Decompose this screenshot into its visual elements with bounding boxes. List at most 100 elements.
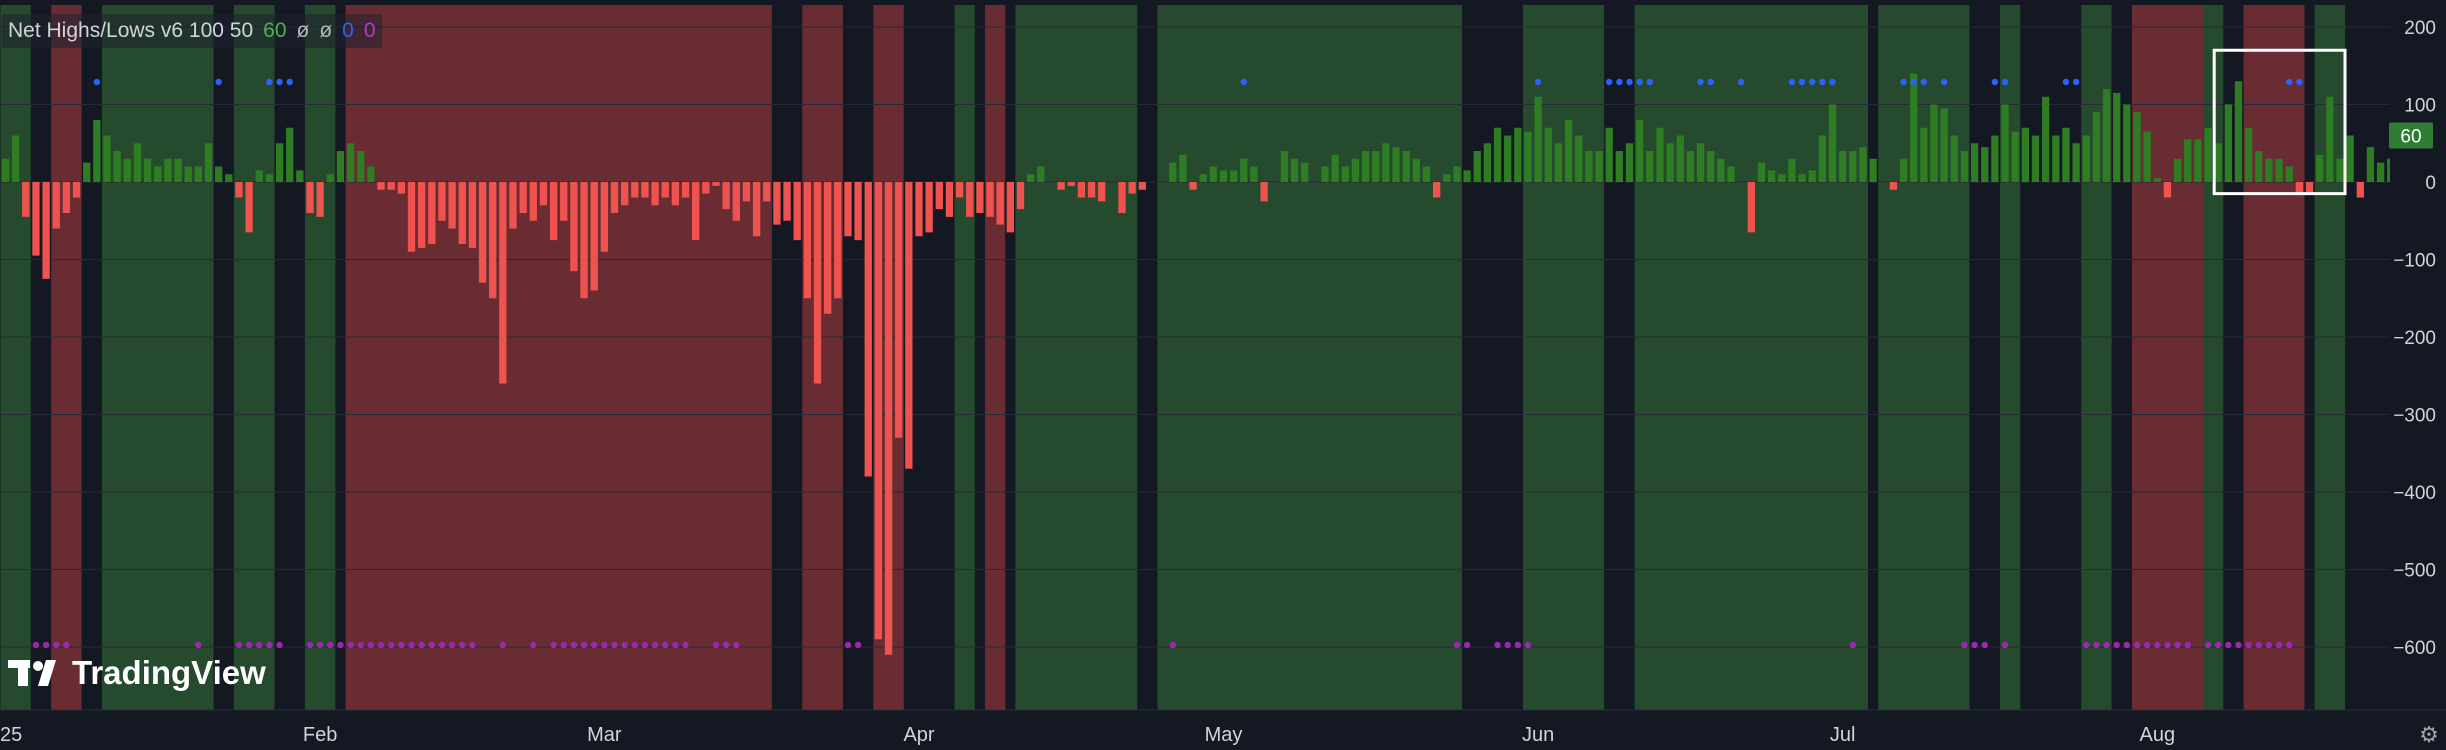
zone-red <box>2243 5 2305 710</box>
purple-dot <box>2113 641 2120 649</box>
bar <box>580 182 588 299</box>
bar <box>417 182 426 248</box>
purple-dot <box>388 641 395 649</box>
purple-dot <box>53 641 60 649</box>
purple-dot <box>580 641 588 649</box>
bar <box>1219 170 1228 182</box>
purple-dot <box>2255 641 2262 649</box>
purple-dot <box>2286 641 2293 649</box>
bar <box>296 170 304 182</box>
bar <box>1910 73 1918 182</box>
blue-dot <box>1737 78 1745 86</box>
bar <box>1138 182 1146 190</box>
logo-text: TradingView <box>72 654 266 691</box>
bar <box>834 182 842 299</box>
bar <box>2133 112 2141 182</box>
purple-dot <box>560 641 567 649</box>
bar <box>2092 112 2101 182</box>
purple-dot <box>2184 641 2191 649</box>
purple-dot <box>682 641 689 649</box>
bar <box>1290 158 1299 182</box>
zone-green <box>101 5 214 710</box>
bar <box>529 182 537 221</box>
purple-dot <box>367 641 375 649</box>
bar <box>245 182 253 233</box>
bar <box>1250 166 1258 182</box>
bar <box>844 182 852 237</box>
purple-dot <box>428 641 435 649</box>
purple-dot <box>2174 641 2181 649</box>
bar <box>1554 143 1563 182</box>
blue-dot <box>1616 78 1623 86</box>
bar <box>1595 151 1603 182</box>
bar <box>52 182 60 229</box>
purple-dot <box>245 641 253 649</box>
bar <box>884 182 893 655</box>
bar <box>692 182 700 241</box>
bar <box>996 182 1004 225</box>
bar <box>1899 158 1908 182</box>
bar <box>2153 178 2161 182</box>
bar <box>42 182 50 279</box>
purple-dot <box>601 641 608 649</box>
bar <box>1646 151 1654 182</box>
blue-dot <box>1534 78 1542 86</box>
x-axis: 25FebMarAprMayJunJulAugSepOctNovDec <box>0 709 2446 750</box>
tradingview-logo[interactable]: TradingView <box>8 654 266 692</box>
purple-dot <box>408 641 415 649</box>
purple-dot <box>1849 641 1857 649</box>
bar <box>763 182 771 202</box>
bar <box>874 182 883 640</box>
bar <box>2163 182 2172 198</box>
purple-dot <box>63 641 70 649</box>
gear-icon[interactable]: ⚙ <box>2419 722 2439 747</box>
bar <box>783 182 791 221</box>
bar <box>275 143 284 182</box>
purple-dot <box>1169 641 1176 649</box>
bar <box>204 143 213 182</box>
bar <box>2021 127 2030 182</box>
bar <box>722 182 730 210</box>
indicator-value-4: 0 <box>342 19 354 42</box>
x-tick-label: Aug <box>2140 724 2176 746</box>
bar <box>2113 92 2121 182</box>
purple-dot <box>398 641 405 649</box>
zone-red <box>345 5 772 710</box>
bar <box>255 170 263 182</box>
bar <box>570 182 578 272</box>
bar <box>2234 81 2243 182</box>
bar <box>11 135 20 182</box>
purple-dot <box>377 641 385 649</box>
bar <box>1960 151 1969 182</box>
bar <box>1453 166 1461 182</box>
bar <box>732 182 740 221</box>
bar <box>1686 151 1695 182</box>
bar <box>2285 166 2293 182</box>
bar <box>93 120 101 182</box>
purple-dot <box>438 641 446 649</box>
bar <box>235 182 243 198</box>
bar <box>560 182 568 221</box>
purple-dot <box>722 641 730 649</box>
purple-dot <box>2123 641 2131 649</box>
bar <box>1483 143 1492 182</box>
blue-dot <box>93 78 101 86</box>
purple-dot <box>844 641 852 649</box>
purple-dot <box>672 641 679 649</box>
bar <box>905 182 913 469</box>
tradingview-logo-icon <box>8 660 56 686</box>
bar <box>1016 182 1025 210</box>
bar <box>62 182 71 213</box>
bar <box>458 182 466 244</box>
bar <box>864 182 872 477</box>
bar <box>2082 135 2090 182</box>
purple-dot <box>854 641 862 649</box>
indicator-legend[interactable]: Net Highs/Lows v6 100 50 60 ø ø 0 0 <box>2 14 382 48</box>
bar <box>671 182 680 206</box>
purple-dot <box>32 641 40 649</box>
blue-dot <box>1798 78 1806 86</box>
purple-dot <box>235 641 243 649</box>
bar <box>1747 182 1755 233</box>
bar <box>387 182 395 190</box>
